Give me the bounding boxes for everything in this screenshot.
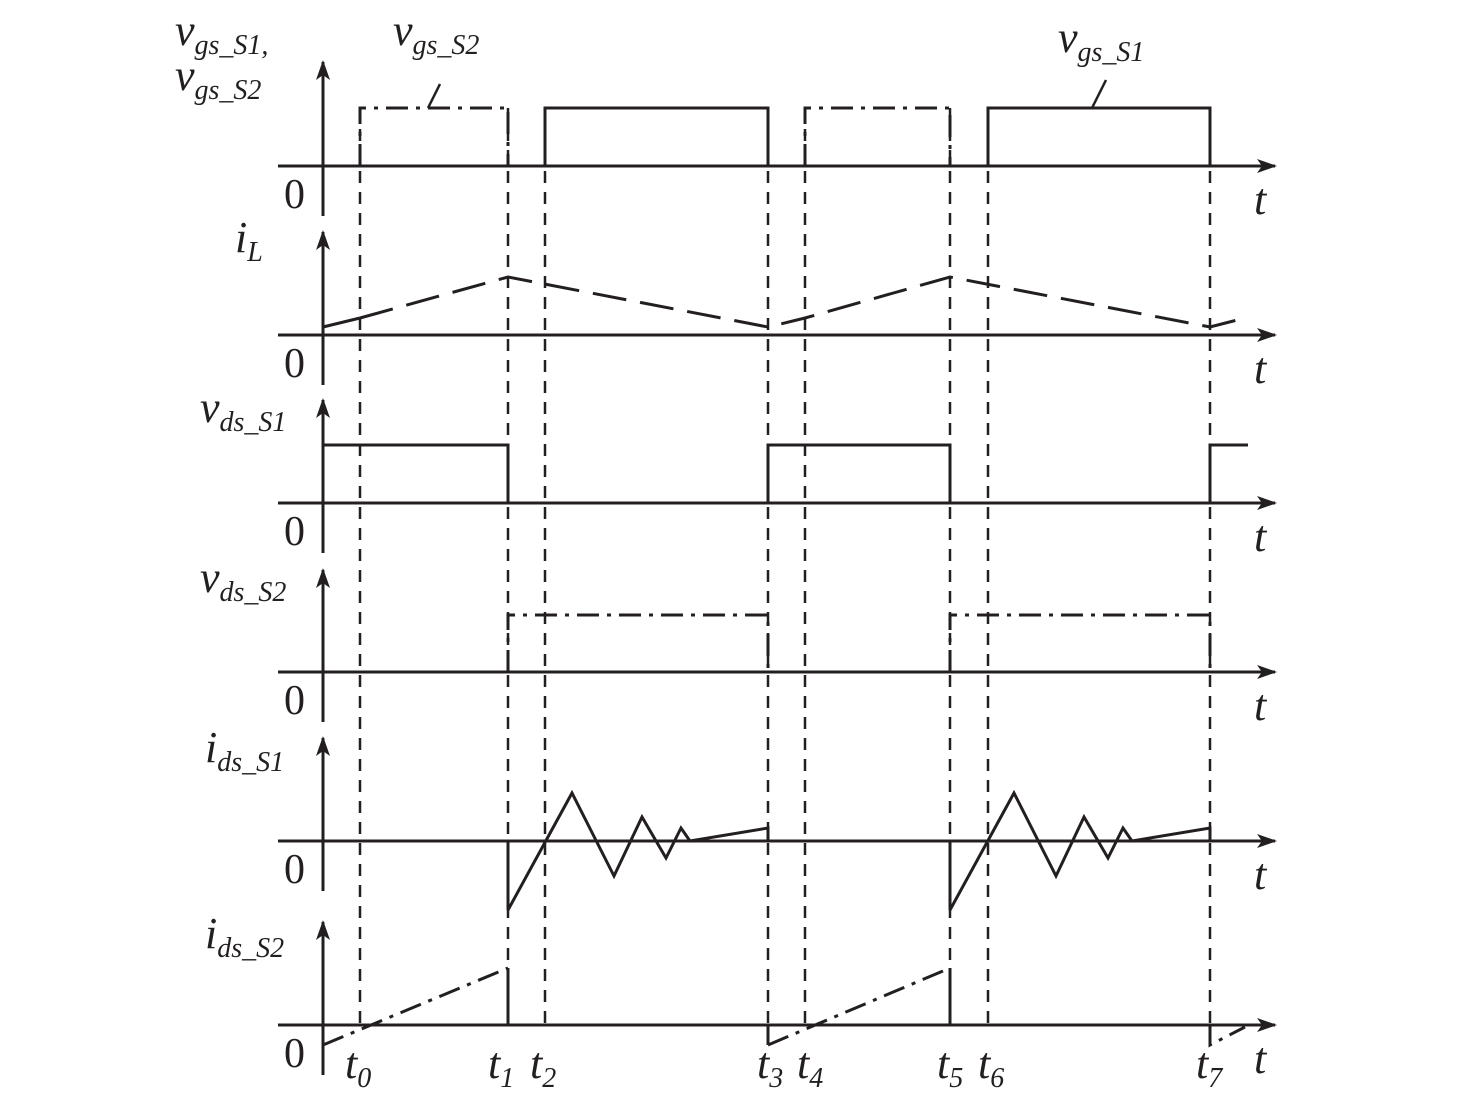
signal-label: vds_S1: [200, 383, 286, 438]
zero-label: 0: [284, 341, 305, 387]
zero-label: 0: [284, 172, 305, 218]
signal-label-sub: ds_S1: [220, 407, 287, 438]
time-axis-label: t: [1254, 850, 1268, 899]
vgs-s2-wave: [358, 106, 510, 166]
vds-s1-wave: [323, 443, 510, 503]
ids-s2-wave: [1208, 1025, 1246, 1048]
time-label-base: t: [937, 1039, 951, 1088]
signal-label-sub: gs_S2: [195, 75, 262, 106]
vgs-s1-wave: [986, 106, 1212, 166]
annotation-sub: gs_S2: [413, 30, 480, 61]
zero-label: 0: [284, 847, 305, 893]
annotation-base: v: [1058, 13, 1078, 62]
time-label-base: t: [530, 1039, 544, 1088]
time-axis-label: t: [1254, 344, 1268, 393]
vds-s1-wave: [766, 443, 952, 503]
time-label: t5: [937, 1039, 963, 1094]
time-label-sub: 4: [809, 1063, 823, 1094]
vgs-s2-wave: [803, 106, 952, 166]
time-axis-label: t: [1254, 681, 1268, 730]
time-label: t0: [345, 1039, 371, 1094]
time-label-base: t: [1196, 1039, 1210, 1088]
time-label-sub: 5: [949, 1063, 963, 1094]
ids-s2-wave: [767, 966, 951, 1047]
il-wave: [322, 316, 361, 329]
vds-s1-wave: [1208, 443, 1248, 503]
signal-label-sub: ds_S2: [217, 933, 284, 964]
signal-label-base: i: [205, 723, 217, 772]
signal-label: ids_S1: [205, 723, 284, 778]
signal-label-sub: gs_S1,: [195, 30, 269, 61]
time-label: t7: [1196, 1039, 1223, 1094]
time-label-base: t: [345, 1039, 359, 1088]
signal-label: vgs_S2: [175, 51, 261, 106]
time-label: t1: [488, 1039, 514, 1094]
time-label-sub: 1: [500, 1063, 514, 1094]
time-axis-label: t: [1254, 1034, 1268, 1083]
time-label-sub: 7: [1208, 1063, 1223, 1094]
annotation-sub: gs_S1: [1078, 37, 1145, 68]
signal-label: ids_S2: [205, 909, 284, 964]
zero-label: 0: [284, 509, 305, 555]
signal-label: vgs_S1,: [175, 6, 268, 61]
signal-label-base: v: [200, 383, 220, 432]
signal-label: vds_S2: [200, 553, 286, 608]
signal-label-base: v: [175, 6, 195, 55]
annotation-base: v: [393, 6, 413, 55]
time-label: t3: [757, 1039, 783, 1094]
time-label-base: t: [757, 1039, 771, 1088]
time-axis-label: t: [1254, 512, 1268, 561]
vgs-s1-wave: [543, 106, 770, 166]
zero-label: 0: [284, 1031, 305, 1077]
leader-line: [1090, 79, 1108, 109]
il-wave: [359, 275, 1246, 329]
signal-label-sub: ds_S2: [220, 577, 287, 608]
time-label-sub: 2: [542, 1063, 556, 1094]
ids-s1-wave: [948, 789, 1212, 911]
time-label-base: t: [488, 1039, 502, 1088]
signal-label-sub: L: [246, 237, 263, 268]
signal-label-sub: ds_S1: [217, 747, 284, 778]
signal-label-base: i: [205, 909, 217, 958]
time-axis-label: t: [1254, 175, 1268, 224]
time-label-sub: 3: [768, 1063, 783, 1094]
time-label: t4: [797, 1039, 823, 1094]
vds-s2-wave: [948, 613, 1212, 672]
vds-s2-wave: [506, 613, 770, 672]
time-label-base: t: [978, 1039, 992, 1088]
time-label-base: t: [797, 1039, 811, 1088]
time-label: t6: [978, 1039, 1004, 1094]
signal-label-base: v: [175, 51, 195, 100]
time-label-sub: 0: [357, 1063, 371, 1094]
signal-label-base: i: [235, 213, 247, 262]
annotation: vgs_S2: [393, 6, 479, 61]
signal-label-base: v: [200, 553, 220, 602]
time-label-sub: 6: [990, 1063, 1004, 1094]
signal-label: iL: [235, 213, 263, 268]
zero-label: 0: [284, 678, 305, 724]
ids-s1-wave: [506, 789, 770, 911]
annotation: vgs_S1: [1058, 13, 1144, 68]
time-label: t2: [530, 1039, 556, 1094]
leader-line: [426, 83, 442, 109]
ids-s2-wave: [322, 966, 509, 1047]
